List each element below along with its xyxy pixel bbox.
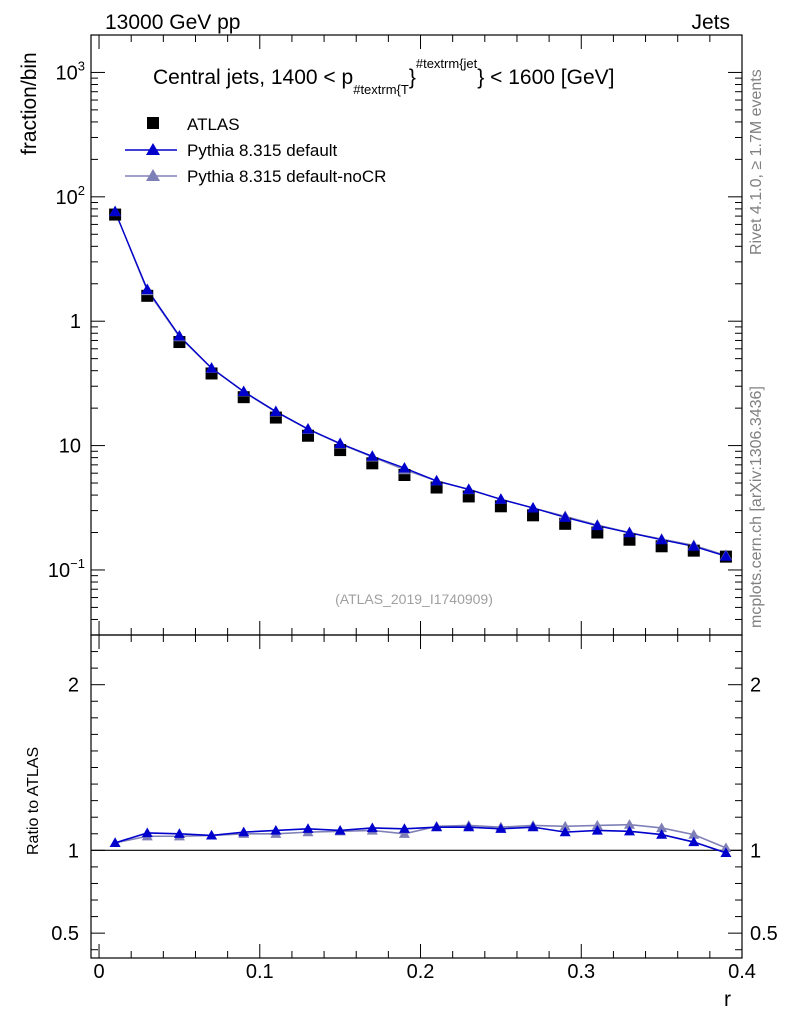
default-point (559, 511, 572, 522)
energy-label: 13000 GeV pp (105, 11, 240, 34)
x-tick-label: 0 (93, 961, 104, 983)
ratio-plot-frame (90, 634, 743, 959)
ratio-tick-label-right: 0.5 (750, 923, 778, 945)
x-tick-label: 0.4 (728, 961, 756, 983)
default-point (334, 437, 347, 448)
ratio-line-default (114, 826, 727, 854)
ratio-default-point (173, 828, 185, 838)
ratio-default-point (334, 824, 346, 835)
default-point (623, 526, 636, 538)
ratio-default-point (720, 847, 732, 857)
ratio-default-point (623, 825, 635, 836)
default-point (462, 483, 475, 494)
default-point (205, 362, 218, 373)
ratio-default-point (688, 836, 700, 847)
ratio-default-point (109, 837, 121, 848)
mcplots-reference: mcplots.cern.ch [arXiv:1306.3436] (748, 386, 765, 628)
legend-marker-nocr (146, 169, 160, 181)
ratio-default-point (270, 824, 282, 835)
ratio-default-point (463, 821, 475, 832)
y-tick-label: 103 (56, 58, 85, 84)
title-subscript: #textrm{T (353, 82, 409, 97)
ratio-tick-label-right: 1 (750, 840, 761, 862)
y-tick-label: 10 (59, 436, 81, 458)
ratio-default-point (238, 826, 250, 837)
ratio-default-point (141, 827, 153, 838)
analysis-watermark: (ATLAS_2019_I1740909) (335, 591, 493, 607)
default-point (398, 462, 411, 473)
ratio-default-point (559, 826, 571, 837)
title-superscript: #textrm{jet (416, 56, 478, 71)
legend-label-atlas: ATLAS (187, 115, 240, 134)
ratio-axis-label: Ratio to ATLAS (25, 747, 42, 855)
legend-label-default: Pythia 8.315 default (187, 141, 338, 160)
title-brace: } (409, 66, 416, 89)
ratio-tick-label: 0.5 (51, 923, 79, 945)
default-point (269, 405, 282, 416)
ratio-default-point (656, 829, 668, 839)
ratio-nocr-point (688, 829, 700, 839)
ratio-default-point (398, 823, 410, 833)
default-point (430, 474, 443, 486)
x-tick-label: 0.1 (246, 961, 274, 983)
series-line-nocr (114, 211, 727, 557)
default-point (655, 533, 668, 545)
y-tick-label: 102 (56, 183, 85, 209)
ratio-default-point (495, 823, 507, 833)
rivet-events-label: Rivet 4.1.0, ≥ 1.7M events (748, 69, 765, 255)
x-tick-label: 0.2 (407, 961, 435, 983)
title-main: Central jets, 1400 < p (153, 66, 353, 89)
default-point (719, 550, 732, 561)
legend-label-nocr: Pythia 8.315 default-noCR (187, 167, 386, 186)
default-point (687, 540, 700, 551)
title-end: } < 1600 [GeV] (477, 66, 614, 89)
ratio-default-point (206, 829, 218, 840)
legend-marker-default (146, 143, 160, 155)
x-tick-label: 0.3 (567, 961, 595, 983)
ratio-tick-label-right: 2 (750, 675, 761, 697)
ratio-default-point (366, 822, 378, 833)
default-point (141, 283, 154, 294)
atlas-point (494, 500, 507, 513)
ratio-nocr-point (656, 822, 668, 833)
default-point (173, 330, 186, 341)
chart-title: Central jets, 1400 < p#textrm{T}#textrm{… (153, 56, 614, 97)
ratio-default-point (431, 821, 443, 832)
marks-layer (109, 205, 732, 857)
legend-marker-atlas (147, 117, 159, 129)
y-tick-label: 10−1 (48, 556, 85, 582)
default-point (527, 501, 540, 513)
legend: ATLAS Pythia 8.315 default Pythia 8.315 … (125, 115, 386, 186)
ratio-default-point (591, 824, 603, 835)
ratio-nocr-point (720, 842, 732, 852)
ratio-default-point (527, 821, 539, 832)
default-point (366, 450, 379, 461)
series-line-default (114, 211, 727, 557)
ratio-default-point (302, 823, 314, 833)
y-tick-label: 1 (70, 311, 81, 333)
ratio-tick-label: 2 (68, 675, 79, 697)
ratio-tick-label: 1 (68, 840, 79, 862)
default-point (494, 493, 507, 504)
x-axis-label: r (724, 988, 731, 1011)
ratio-nocr-point (398, 828, 410, 838)
ratio-nocr-point (623, 819, 635, 829)
ratio-nocr-point (559, 820, 571, 831)
y-axis-label: fraction/bin (18, 52, 41, 155)
ratio-nocr-point (591, 819, 603, 830)
default-point (237, 385, 250, 397)
category-label: Jets (691, 11, 730, 34)
default-point (591, 519, 604, 531)
default-point (302, 422, 314, 434)
default-point (109, 205, 122, 217)
